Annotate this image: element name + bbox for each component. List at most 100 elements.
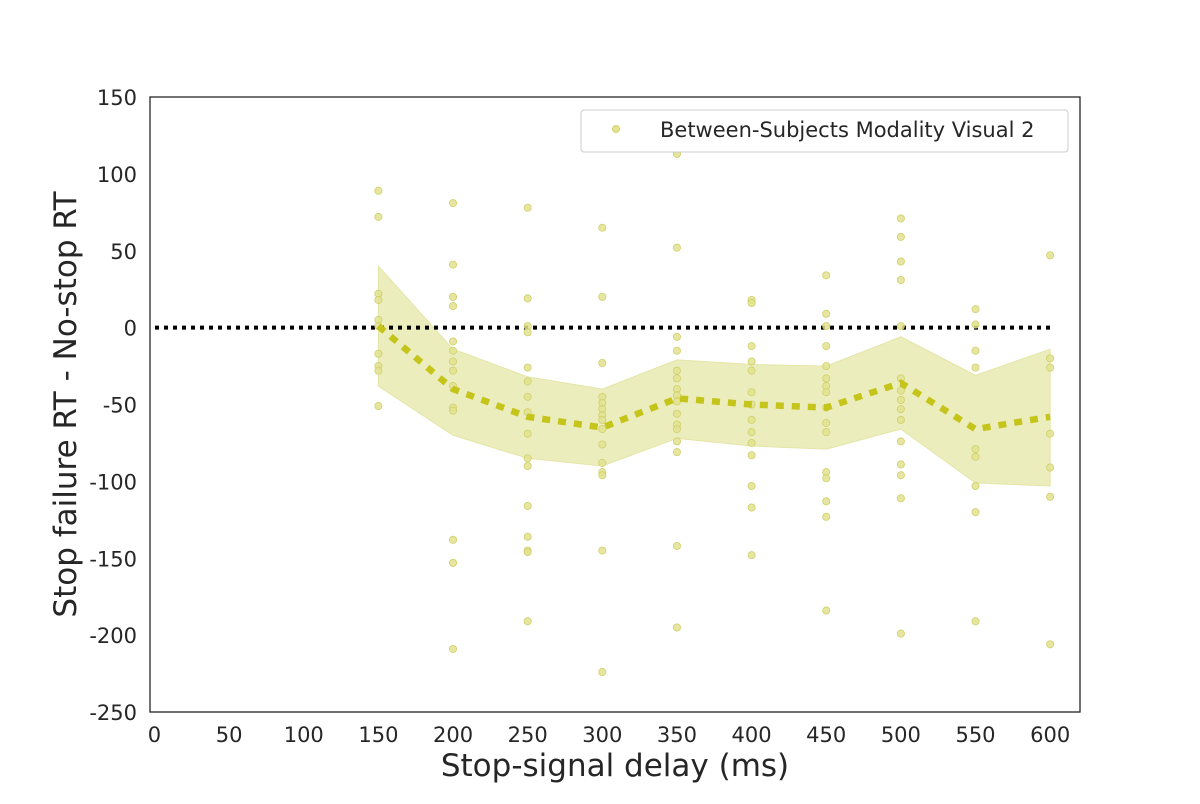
data-point bbox=[822, 362, 831, 371]
data-point bbox=[449, 558, 458, 567]
data-point bbox=[822, 271, 831, 280]
data-point bbox=[523, 548, 532, 557]
mean-line bbox=[376, 323, 1051, 433]
data-point bbox=[672, 437, 681, 446]
data-point bbox=[672, 623, 681, 632]
data-point bbox=[747, 438, 756, 447]
data-point bbox=[971, 305, 980, 314]
data-point bbox=[1046, 363, 1055, 372]
x-tick-label: 150 bbox=[358, 723, 398, 747]
mean-line-layer bbox=[376, 323, 1051, 433]
data-point bbox=[896, 460, 905, 469]
data-point bbox=[822, 428, 831, 437]
legend: Between-Subjects Modality Visual 2 bbox=[580, 109, 1069, 153]
data-point bbox=[672, 366, 681, 375]
data-point bbox=[672, 397, 681, 406]
data-point bbox=[971, 346, 980, 355]
y-tick-label: -200 bbox=[89, 624, 137, 648]
x-tick-label: 100 bbox=[284, 723, 324, 747]
y-tick-labels: -250 -200 -150 -100 -50 0 50 100 150 bbox=[89, 86, 137, 725]
data-point bbox=[523, 429, 532, 438]
data-point bbox=[747, 299, 756, 308]
y-tick-label: 0 bbox=[124, 317, 137, 341]
data-point bbox=[1046, 251, 1055, 260]
data-point bbox=[449, 644, 458, 653]
data-point bbox=[747, 428, 756, 437]
data-point bbox=[1046, 492, 1055, 501]
data-point bbox=[523, 328, 532, 337]
y-tick-label: -250 bbox=[89, 701, 137, 725]
data-point bbox=[598, 471, 607, 480]
data-point bbox=[971, 617, 980, 626]
data-point bbox=[523, 501, 532, 510]
data-point bbox=[896, 275, 905, 284]
y-tick-label: -150 bbox=[89, 547, 137, 571]
data-point bbox=[896, 405, 905, 414]
y-tick-label: 150 bbox=[97, 86, 137, 110]
data-point bbox=[374, 366, 383, 375]
y-tick-label: 50 bbox=[110, 240, 137, 264]
data-point bbox=[747, 503, 756, 512]
data-point bbox=[747, 481, 756, 490]
data-point bbox=[449, 199, 458, 208]
data-point bbox=[896, 471, 905, 480]
data-point bbox=[896, 257, 905, 266]
x-tick-label: 250 bbox=[508, 723, 548, 747]
data-point bbox=[747, 415, 756, 424]
data-point bbox=[747, 551, 756, 560]
data-point bbox=[598, 546, 607, 555]
data-point bbox=[822, 322, 831, 331]
data-point bbox=[598, 668, 607, 677]
legend-entry-label: Between-Subjects Modality Visual 2 bbox=[660, 118, 1034, 142]
data-point bbox=[523, 294, 532, 303]
data-point bbox=[523, 377, 532, 386]
x-tick-label: 550 bbox=[955, 723, 995, 747]
data-point bbox=[523, 392, 532, 401]
data-point bbox=[523, 532, 532, 541]
data-point bbox=[523, 363, 532, 372]
y-tick-label: -100 bbox=[89, 470, 137, 494]
data-point bbox=[449, 535, 458, 544]
data-point bbox=[598, 292, 607, 301]
data-point bbox=[672, 409, 681, 418]
data-point bbox=[449, 337, 458, 346]
data-point bbox=[523, 454, 532, 463]
data-point bbox=[822, 474, 831, 483]
data-point bbox=[1046, 354, 1055, 363]
data-point bbox=[747, 451, 756, 460]
data-point bbox=[374, 186, 383, 195]
x-tick-label: 600 bbox=[1030, 723, 1070, 747]
data-point bbox=[449, 302, 458, 311]
data-point bbox=[822, 606, 831, 615]
data-point bbox=[449, 260, 458, 269]
x-tick-labels: 0 50 100 150 200 250 300 350 400 450 500 550 600 bbox=[148, 723, 1070, 747]
data-point bbox=[971, 508, 980, 517]
x-tick-label: 400 bbox=[732, 723, 772, 747]
data-point bbox=[747, 388, 756, 397]
data-point bbox=[598, 425, 607, 434]
data-point bbox=[822, 374, 831, 383]
data-point bbox=[971, 481, 980, 490]
data-point bbox=[896, 386, 905, 395]
data-point bbox=[896, 629, 905, 638]
data-point bbox=[822, 309, 831, 318]
data-point bbox=[523, 461, 532, 470]
data-point bbox=[598, 440, 607, 449]
data-point bbox=[672, 243, 681, 252]
data-point bbox=[672, 346, 681, 355]
data-point bbox=[374, 212, 383, 221]
x-tick-label: 200 bbox=[433, 723, 473, 747]
data-point bbox=[598, 458, 607, 467]
data-point bbox=[747, 357, 756, 366]
x-tick-label: 350 bbox=[657, 723, 697, 747]
legend-box bbox=[580, 109, 1069, 153]
y-tick-label: -50 bbox=[103, 394, 137, 418]
data-point bbox=[747, 342, 756, 351]
data-point bbox=[822, 388, 831, 397]
data-point bbox=[896, 232, 905, 241]
data-point bbox=[523, 203, 532, 212]
data-point bbox=[822, 342, 831, 351]
data-point bbox=[598, 415, 607, 424]
